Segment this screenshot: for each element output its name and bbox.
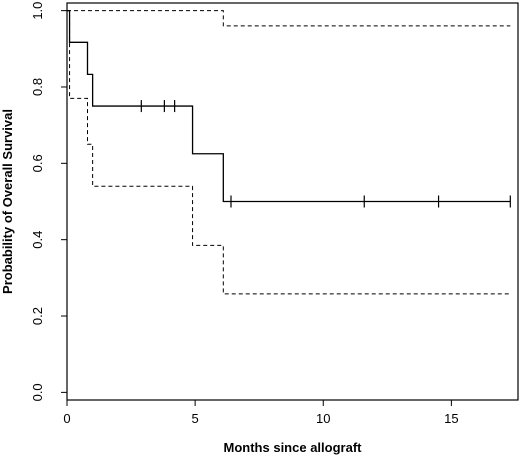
censor-marks	[140, 100, 511, 208]
y-tick-label: 0.4	[30, 231, 45, 249]
x-tick-label: 10	[316, 411, 330, 426]
x-axis-ticks: 0 5 10 15	[63, 400, 459, 426]
y-tick-label: 1.0	[30, 2, 45, 20]
y-tick-label: 0.6	[30, 154, 45, 172]
x-tick-label: 15	[444, 411, 458, 426]
y-tick-label: 0.2	[30, 307, 45, 325]
y-tick-label: 0.0	[30, 383, 45, 401]
y-axis-ticks: 0.0 0.2 0.4 0.6 0.8 1.0	[30, 2, 67, 401]
y-axis-title: Probability of Overall Survival	[0, 109, 15, 294]
x-tick-label: 5	[192, 411, 199, 426]
confidence-band-line	[67, 10, 511, 295]
y-tick-label: 0.8	[30, 78, 45, 96]
x-tick-label: 0	[63, 411, 70, 426]
survival-estimate-line	[67, 9, 511, 203]
plot-area-border	[66, 2, 519, 401]
series-lines	[67, 9, 511, 295]
confidence-band-line	[67, 10, 511, 27]
x-axis-title: Months since allograft	[224, 440, 363, 455]
